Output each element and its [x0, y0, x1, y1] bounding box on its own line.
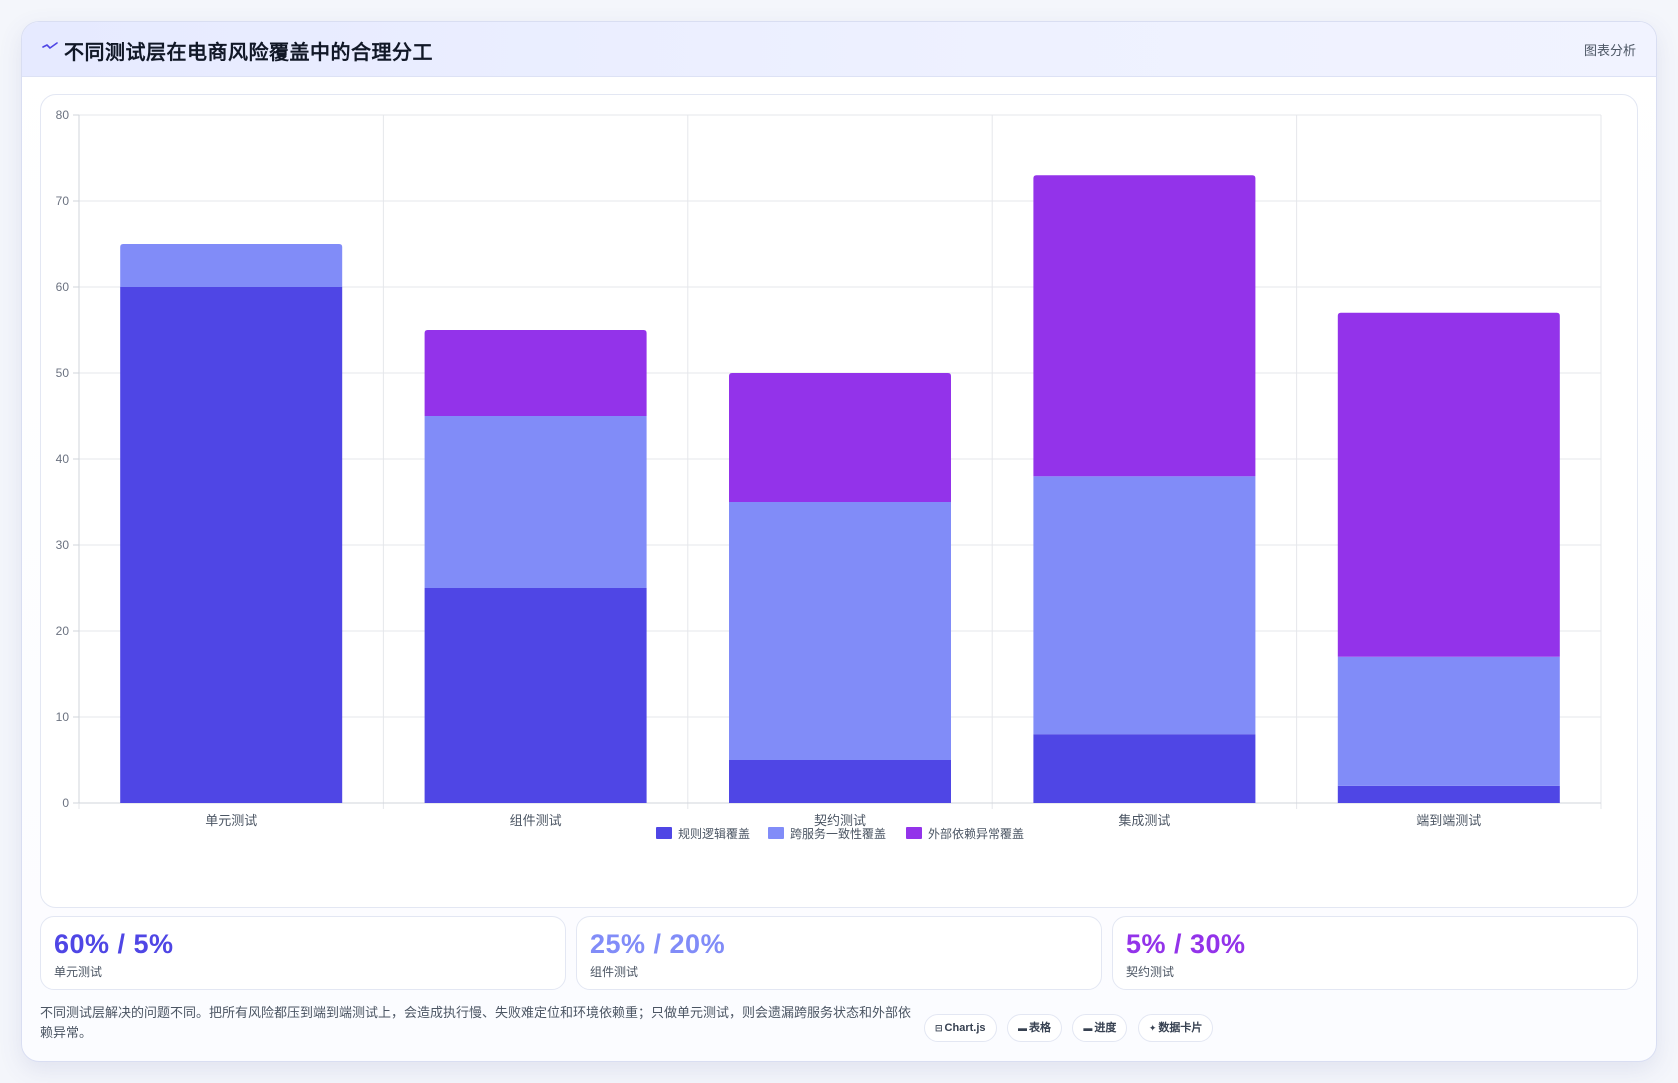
y-tick-label: 50	[56, 366, 70, 380]
chip-label: 表格	[1028, 1022, 1051, 1034]
x-tick-label: 集成测试	[1118, 813, 1170, 828]
chart-panel: 0 10 20 30 40 50 60 70 80 单元测试 组件测试 契约测试 集成测试 端到端测试规则…	[40, 94, 1638, 908]
stat-cards: 60% / 5% 单元测试 25% / 20% 组件测试 5% / 30% 契约…	[40, 916, 1638, 990]
stat-card-contract: 5% / 30% 契约测试	[1112, 916, 1638, 990]
y-tick-label: 0	[62, 796, 69, 810]
chart-analysis-tag: 图表分析	[1583, 43, 1636, 58]
legend-swatch	[656, 827, 672, 839]
progress-icon: ▬	[1083, 1023, 1093, 1033]
x-tick-label: 端到端测试	[1416, 813, 1481, 828]
line-chart-icon	[42, 42, 58, 49]
stat-value: 60% / 5%	[54, 929, 174, 959]
y-tick-label: 30	[56, 538, 70, 552]
legend-swatch	[768, 827, 784, 839]
chart-card: 不同测试层在电商风险覆盖中的合理分工 图表分析 0 10 20 30 40 50 60 70 8…	[21, 21, 1657, 1062]
x-tick-label: 单元测试	[205, 813, 257, 828]
table-icon: ▬	[1017, 1023, 1027, 1033]
legend-label: 跨服务一致性覆盖	[790, 826, 886, 841]
y-tick-label: 40	[56, 452, 70, 466]
chip-data-card[interactable]: ✦ 数据卡片	[1137, 1014, 1214, 1042]
legend-swatch	[906, 827, 922, 839]
footer-note: 不同测试层解决的问题不同。把所有风险都压到端到端测试上，会造成执行慢、失败难定位…	[40, 1005, 912, 1040]
stat-label: 组件测试	[590, 965, 639, 979]
bar-segment	[1033, 175, 1256, 477]
legend-label: 外部依赖异常覆盖	[928, 826, 1024, 841]
x-tick-label: 组件测试	[510, 813, 562, 828]
chart-icon: ⊟	[935, 1023, 943, 1033]
bar-segment	[729, 502, 951, 760]
bar-segment	[729, 760, 951, 803]
bar-segment	[424, 588, 647, 803]
stacked-bar-chart: 0 10 20 30 40 50 60 70 80 单元测试 组件测试 契约测试 集成测试 端到端测试规则…	[56, 108, 1602, 841]
bar-segment	[1337, 656, 1560, 786]
stat-card-unit: 60% / 5% 单元测试	[40, 916, 566, 990]
bar-segment	[1033, 734, 1256, 803]
bar-segment	[1337, 312, 1560, 657]
bar-segment	[1337, 785, 1560, 803]
chip-chartjs[interactable]: ⊟ Chart.js	[924, 1014, 997, 1042]
chip-progress[interactable]: ▬ 进度	[1072, 1014, 1128, 1042]
bar-segment	[120, 287, 343, 803]
x-tick-label: 契约测试	[814, 813, 866, 828]
y-tick-label: 10	[56, 710, 70, 724]
legend-label: 规则逻辑覆盖	[678, 826, 750, 841]
stat-value: 5% / 30%	[1126, 929, 1246, 959]
bar-segment	[424, 330, 647, 416]
stat-label: 契约测试	[1126, 965, 1175, 979]
y-tick-label: 20	[56, 624, 70, 638]
chip-label: 数据卡片	[1158, 1022, 1203, 1034]
bar-segment	[1033, 476, 1256, 735]
bar-segment	[729, 373, 951, 502]
chip-label: 进度	[1094, 1022, 1117, 1034]
y-tick-label: 60	[56, 280, 70, 294]
stat-value: 25% / 20%	[590, 929, 726, 959]
card-header: 不同测试层在电商风险覆盖中的合理分工 图表分析	[22, 22, 1656, 77]
bar-segment	[120, 244, 343, 287]
data-card-icon: ✦	[1148, 1023, 1157, 1033]
bar-segment	[424, 416, 647, 588]
stat-card-component: 25% / 20% 组件测试	[576, 916, 1102, 990]
tech-chips: ⊟ Chart.js ▬ 表格 ▬ 进度 ✦ 数据卡片	[924, 1014, 1219, 1044]
stat-label: 单元测试	[54, 965, 103, 979]
chip-table[interactable]: ▬ 表格	[1006, 1014, 1062, 1042]
y-tick-label: 70	[56, 194, 70, 208]
y-tick-label: 80	[56, 108, 70, 122]
page-title: 不同测试层在电商风险覆盖中的合理分工	[64, 42, 433, 64]
chip-label: Chart.js	[944, 1022, 986, 1034]
